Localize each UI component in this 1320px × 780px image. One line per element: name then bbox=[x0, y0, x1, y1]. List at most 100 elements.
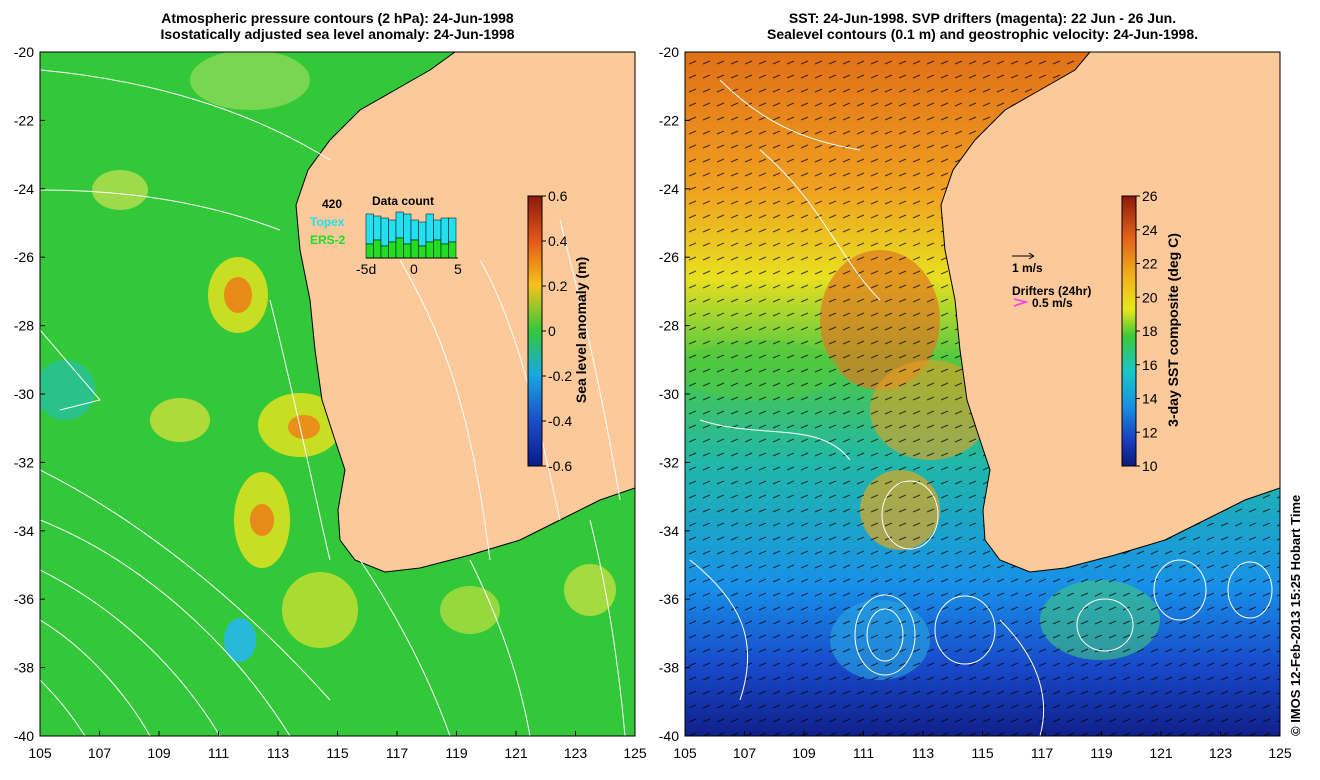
inset-ers2-legend: ERS-2 bbox=[310, 233, 346, 247]
inset-topex-bar bbox=[380, 217, 389, 247]
inset-ers2-bar bbox=[373, 239, 382, 259]
left-title-line1: Atmospheric pressure contours (2 hPa): 2… bbox=[161, 10, 514, 26]
right-y-tick-label: -28 bbox=[659, 318, 679, 334]
right-x-tick-label: 117 bbox=[1031, 745, 1054, 761]
sst-ticks-label: 24 bbox=[1142, 222, 1158, 238]
drifters-speed-label: 0.5 m/s bbox=[1032, 296, 1073, 310]
left-y-tick-label: -20 bbox=[14, 44, 34, 60]
left-x-tick-label: 117 bbox=[386, 745, 409, 761]
inset-ers2-bar bbox=[433, 239, 442, 259]
right-y-tick-label: -24 bbox=[659, 181, 679, 197]
left-x-tick-label: 105 bbox=[28, 745, 52, 761]
inset-ers2-bar bbox=[403, 243, 412, 259]
left-x-tick-label: 125 bbox=[623, 745, 647, 761]
right-x-tick-label: 105 bbox=[673, 745, 697, 761]
pressure-contours bbox=[40, 69, 626, 736]
credit-text: © IMOS 12-Feb-2013 15:25 Hobart Time bbox=[1288, 495, 1303, 736]
inset-topex-bar bbox=[373, 215, 382, 241]
inset-ers2-bar bbox=[410, 239, 419, 259]
inset-ers2-bar bbox=[418, 245, 427, 259]
inset-bars bbox=[365, 211, 457, 259]
inset-topex-bar bbox=[395, 211, 404, 239]
inset-topex-bar bbox=[440, 217, 449, 245]
sst-ticks-label: 20 bbox=[1142, 289, 1158, 305]
sst-ticks-label: 26 bbox=[1142, 188, 1158, 204]
right-map bbox=[685, 52, 1280, 736]
sla-ticks-label: -0.2 bbox=[548, 368, 572, 384]
right-x-tick-label: 107 bbox=[733, 745, 757, 761]
inset-ers2-bar bbox=[425, 241, 434, 259]
right-y-tick-label: -20 bbox=[659, 44, 679, 60]
sla-colorbar-label: Sea level anomaly (m) bbox=[573, 257, 589, 403]
inset-topex-legend: Topex bbox=[310, 215, 345, 229]
inset-ers2-bar bbox=[395, 237, 404, 259]
left-x-tick-label: 111 bbox=[208, 745, 229, 761]
inset-tick-0: 0 bbox=[410, 261, 418, 277]
left-x-tick-label: 107 bbox=[88, 745, 112, 761]
inset-topex-bar bbox=[365, 213, 374, 245]
right-x-tick-label: 121 bbox=[1149, 745, 1173, 761]
velocity-key: 1 m/s bbox=[1012, 252, 1043, 275]
drifters-key-label: Drifters (24hr) bbox=[1012, 284, 1091, 298]
sst-colorbar: 26 24 22 20 18 16 14 12 10 3-day SST composite (… bbox=[1121, 188, 1181, 474]
data-count-inset: Data count 420 Topex ERS-2 -5d 0 5 bbox=[310, 194, 462, 277]
left-x-tick-label: 115 bbox=[326, 745, 349, 761]
sst-ticks-label: 16 bbox=[1142, 357, 1158, 373]
right-x-tick-label: 125 bbox=[1268, 745, 1292, 761]
axis-ticks: 105 107 109 111 113 115 117 119 121 123 125-20-22-… bbox=[14, 44, 1292, 761]
inset-topex-bar bbox=[388, 219, 397, 243]
inset-max-count: 420 bbox=[322, 197, 342, 211]
right-x-tick-label: 109 bbox=[792, 745, 816, 761]
left-x-tick-label: 113 bbox=[267, 745, 290, 761]
sst-ticks-label: 10 bbox=[1142, 458, 1158, 474]
sla-ticks-label: 0.4 bbox=[548, 233, 568, 249]
left-y-tick-label: -32 bbox=[14, 454, 34, 470]
right-x-tick-label: 113 bbox=[912, 745, 935, 761]
left-y-tick-label: -22 bbox=[14, 112, 34, 128]
inset-ers2-bar bbox=[388, 241, 397, 259]
right-title-line2: Sealevel contours (0.1 m) and geostrophi… bbox=[766, 26, 1199, 42]
inset-topex-bar bbox=[410, 219, 419, 241]
left-x-tick-label: 121 bbox=[504, 745, 528, 761]
right-y-tick-label: -22 bbox=[659, 112, 679, 128]
inset-topex-bar bbox=[418, 221, 427, 247]
inset-ers2-bar bbox=[448, 241, 457, 259]
left-y-tick-label: -34 bbox=[14, 523, 34, 539]
sst-ticks-label: 18 bbox=[1142, 323, 1158, 339]
right-y-tick-label: -26 bbox=[659, 249, 679, 265]
drifters-key: Drifters (24hr) 0.5 m/s bbox=[1012, 284, 1091, 310]
left-y-tick-label: -38 bbox=[14, 660, 34, 676]
inset-ers2-bar bbox=[440, 243, 449, 259]
right-title-line1: SST: 24-Jun-1998. SVP drifters (magenta)… bbox=[788, 10, 1177, 26]
right-x-tick-label: 119 bbox=[1090, 745, 1113, 761]
inset-ers2-bar bbox=[365, 243, 374, 259]
inset-title: Data count bbox=[372, 194, 434, 208]
left-map-title: Atmospheric pressure contours (2 hPa): 2… bbox=[40, 10, 635, 42]
left-y-tick-label: -24 bbox=[14, 181, 34, 197]
left-y-tick-label: -36 bbox=[14, 591, 34, 607]
inset-topex-bar bbox=[403, 213, 412, 245]
sla-ticks-label: 0 bbox=[548, 323, 556, 339]
right-map-title: SST: 24-Jun-1998. SVP drifters (magenta)… bbox=[685, 10, 1280, 42]
inset-topex-bar bbox=[425, 213, 434, 243]
right-y-tick-label: -36 bbox=[659, 591, 679, 607]
sst-colorbar-label: 3-day SST composite (deg C) bbox=[1165, 233, 1181, 427]
right-x-tick-label: 115 bbox=[971, 745, 994, 761]
right-y-tick-label: -30 bbox=[659, 386, 679, 402]
right-y-tick-label: -34 bbox=[659, 523, 679, 539]
sla-ticks-label: 0.6 bbox=[548, 188, 568, 204]
sla-ticks-label: 0.2 bbox=[548, 278, 568, 294]
inset-tick-5: 5 bbox=[454, 261, 462, 277]
inset-tick-minus5: -5d bbox=[356, 261, 376, 277]
right-landmass bbox=[940, 52, 1280, 573]
left-x-tick-label: 123 bbox=[564, 745, 588, 761]
left-x-tick-label: 109 bbox=[147, 745, 171, 761]
left-y-tick-label: -30 bbox=[14, 386, 34, 402]
right-x-tick-label: 111 bbox=[853, 745, 874, 761]
right-y-tick-label: -40 bbox=[659, 728, 679, 744]
inset-topex-bar bbox=[433, 219, 442, 241]
inset-topex-bar bbox=[448, 217, 457, 243]
right-y-tick-label: -38 bbox=[659, 660, 679, 676]
left-y-tick-label: -28 bbox=[14, 318, 34, 334]
